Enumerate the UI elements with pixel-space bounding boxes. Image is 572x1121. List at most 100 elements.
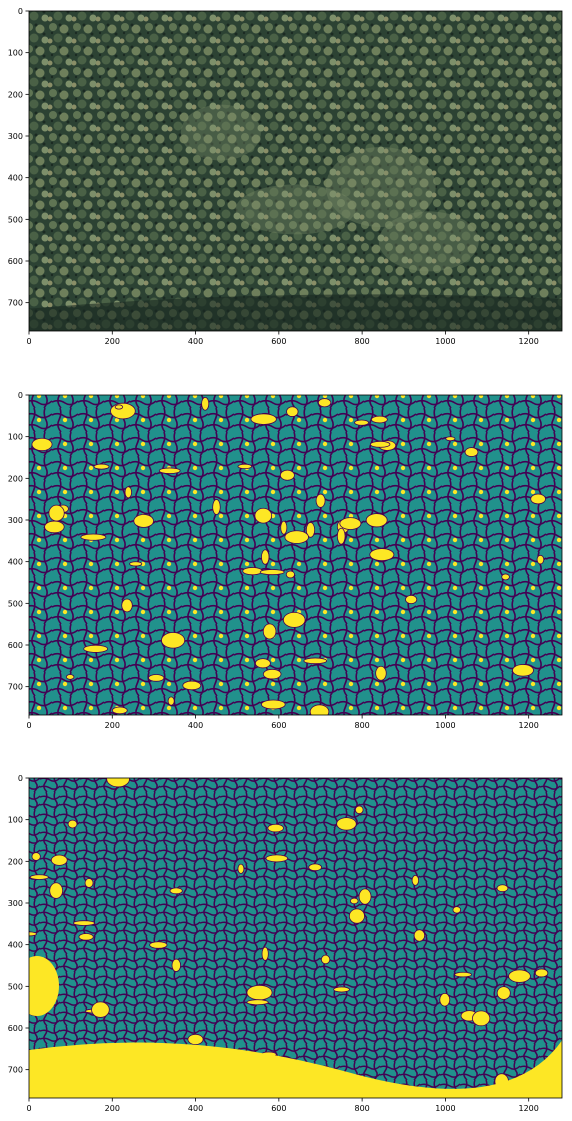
background-region	[237, 863, 245, 874]
x-tick-label: 200	[105, 1104, 120, 1113]
x-tick-label: 600	[271, 337, 286, 346]
x-tick-label: 1000	[435, 337, 455, 346]
background-region	[254, 507, 273, 524]
background-region	[534, 968, 549, 978]
y-tick-label: 500	[8, 215, 23, 224]
background-region	[80, 533, 107, 541]
crown-cluster	[235, 184, 356, 235]
background-region	[358, 888, 372, 905]
y-tick-label: 600	[8, 1024, 23, 1033]
background-region	[405, 594, 418, 605]
background-region	[261, 946, 269, 961]
panel-frame	[28, 777, 563, 1099]
background-region	[267, 823, 284, 833]
background-region	[280, 520, 288, 535]
y-tick-label: 100	[8, 816, 23, 825]
background-region	[250, 413, 277, 425]
background-region	[93, 463, 110, 470]
background-region	[464, 447, 479, 457]
background-region	[31, 437, 53, 452]
panel-frame	[28, 10, 563, 332]
crown-cluster	[180, 104, 261, 161]
crown-cluster	[325, 147, 436, 227]
background-region	[65, 674, 75, 680]
y-tick-label: 100	[8, 49, 23, 58]
x-tick-label: 1200	[519, 721, 539, 730]
background-region	[339, 517, 362, 530]
background-region	[201, 396, 210, 411]
background-region	[242, 567, 263, 576]
y-tick-label: 200	[8, 474, 23, 483]
image-panel-3: 0 200 400 600 800 1000 1200 0 100 200 300 400 500 600…	[8, 774, 563, 1113]
background-region	[67, 819, 78, 829]
background-region	[512, 664, 534, 677]
background-region	[124, 486, 133, 499]
y-tick-label: 400	[8, 941, 23, 950]
y-tick-label: 700	[8, 683, 23, 692]
y-tick-label: 500	[8, 599, 23, 608]
x-tick-label: 1200	[519, 337, 539, 346]
background-region	[171, 958, 182, 972]
x-tick-label: 400	[188, 721, 203, 730]
background-region	[44, 520, 65, 534]
background-region	[333, 986, 350, 993]
background-region	[508, 969, 531, 983]
x-tick-label: 600	[271, 721, 286, 730]
x-tick-label: 0	[26, 721, 31, 730]
background-region	[501, 573, 510, 581]
y-tick-label: 300	[8, 899, 23, 908]
background-region-large	[29, 1040, 562, 1098]
panel-frame	[28, 394, 563, 716]
background-region	[78, 933, 94, 941]
background-region	[167, 696, 175, 706]
y-tick-label: 400	[8, 558, 23, 567]
background-region	[106, 778, 130, 788]
background-region	[308, 863, 322, 872]
x-tick-label: 400	[188, 1104, 203, 1113]
background-region	[315, 493, 326, 508]
image-panel-1: 0 200 400 600 800 1000 1200 0 100 200 300 400 500 600…	[8, 7, 563, 346]
background-region	[50, 854, 68, 866]
background-region	[169, 887, 183, 895]
background-region	[149, 941, 168, 949]
x-tick-label: 1200	[519, 1104, 539, 1113]
background-region	[246, 999, 269, 1006]
background-region	[452, 906, 462, 914]
y-tick-label: 500	[8, 982, 23, 991]
y-tick-label: 600	[8, 641, 23, 650]
background-region	[369, 548, 395, 562]
y-tick-label: 200	[8, 857, 23, 866]
y-tick-label: 0	[18, 774, 23, 783]
background-region	[91, 1001, 110, 1018]
background-region	[110, 402, 136, 420]
crown-cluster	[378, 211, 479, 272]
x-tick-label: 200	[105, 337, 120, 346]
background-region	[317, 398, 332, 408]
background-region	[320, 954, 331, 965]
background-region	[182, 680, 202, 691]
background-region	[237, 463, 253, 470]
y-tick-label: 300	[8, 516, 23, 525]
dark-clearing	[29, 294, 562, 331]
x-tick-label: 600	[271, 1104, 286, 1113]
background-region	[279, 469, 295, 481]
background-region	[133, 514, 154, 528]
background-region	[187, 1033, 204, 1045]
x-tick-label: 400	[188, 337, 203, 346]
background-region	[246, 984, 273, 1001]
background-region	[254, 658, 271, 669]
background-region	[371, 415, 388, 424]
image-content-2	[29, 395, 562, 715]
y-tick-label: 700	[8, 1066, 23, 1075]
panels-layer: 0 200 400 600 800 1000 12000100200300400500600…	[8, 7, 563, 1113]
background-region	[265, 854, 289, 863]
background-region	[439, 993, 451, 1007]
background-region	[31, 852, 41, 861]
background-region-left	[29, 956, 59, 1016]
x-tick-label: 0	[26, 337, 31, 346]
y-tick-label: 0	[18, 7, 23, 16]
background-region	[454, 971, 472, 978]
background-region	[496, 884, 509, 893]
background-region	[49, 882, 64, 899]
background-region	[84, 878, 94, 888]
